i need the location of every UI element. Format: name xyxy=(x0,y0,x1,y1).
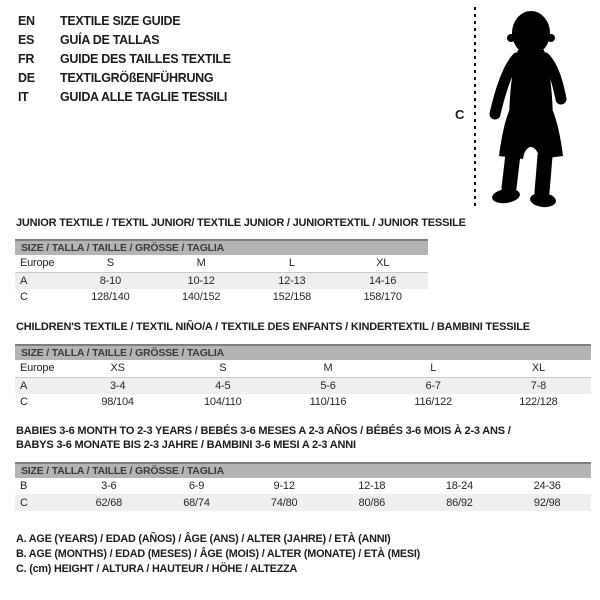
table-row: C 128/140 140/152 152/158 158/170 xyxy=(15,289,428,306)
size-cell: XS xyxy=(65,360,171,378)
height-cell: 128/140 xyxy=(91,291,130,303)
row-label: A xyxy=(15,377,65,394)
section-title-children: CHILDREN'S TEXTILE / TEXTIL NIÑO/A / TEX… xyxy=(16,321,530,333)
age-cell: 9-12 xyxy=(273,480,295,492)
height-cell: 86/92 xyxy=(415,494,504,511)
guide-title: TEXTILGRÖßENFÜHRUNG xyxy=(60,70,214,85)
list-item: ES GUÍA DE TALLAS xyxy=(18,30,231,49)
size-cell: XL xyxy=(485,360,591,378)
row-label: C xyxy=(20,291,28,303)
height-cell: 122/128 xyxy=(519,396,558,408)
list-item: FR GUIDE DES TAILLES TEXTILE xyxy=(18,49,231,68)
row-label: C xyxy=(15,494,65,511)
section-title-babies: BABIES 3-6 MONTH TO 2-3 YEARS / BEBÉS 3-… xyxy=(16,424,511,452)
size-cell: S xyxy=(65,255,156,273)
list-item: EN TEXTILE SIZE GUIDE xyxy=(18,11,231,30)
age-cell: 7-8 xyxy=(485,377,591,394)
section-title-line2: BABYS 3-6 MONATE BIS 2-3 JAHRE / BAMBINI… xyxy=(16,439,356,451)
language-title-list: EN TEXTILE SIZE GUIDE ES GUÍA DE TALLAS … xyxy=(18,11,231,106)
age-cell: 8-10 xyxy=(65,272,156,289)
guide-title: GUIDA ALLE TAGLIE TESSILI xyxy=(60,89,228,104)
guide-title: GUÍA DE TALLAS xyxy=(60,32,160,47)
note-age-years: A. AGE (YEARS) / EDAD (AÑOS) / ÂGE (ANS)… xyxy=(16,533,391,545)
table-row: A 8-10 10-12 12-13 14-16 xyxy=(15,272,428,289)
language-code: IT xyxy=(18,89,29,104)
size-header-bar: SIZE / TALLA / TAILLE / GRÖSSE / TAGLIA xyxy=(15,344,591,360)
height-cell: 110/116 xyxy=(309,396,347,408)
age-cell: 6-7 xyxy=(380,377,486,394)
table-row: C 62/68 68/74 74/80 80/86 86/92 92/98 xyxy=(15,494,591,511)
age-cell: 18-24 xyxy=(445,480,474,492)
row-label: B xyxy=(20,480,28,492)
height-cell: 98/104 xyxy=(101,396,134,408)
height-cell: 62/68 xyxy=(65,494,153,511)
height-cell: 104/110 xyxy=(204,396,242,408)
age-cell: 14-16 xyxy=(337,272,428,289)
note-height-cm: C. (cm) HEIGHT / ALTURA / HAUTEUR / HÖHE… xyxy=(16,563,298,575)
baby-silhouette-image xyxy=(489,11,567,208)
size-header-bar: SIZE / TALLA / TAILLE / GRÖSSE / TAGLIA xyxy=(15,239,428,255)
language-code: FR xyxy=(18,51,35,66)
row-label: Europe xyxy=(15,255,65,273)
height-cell: 74/80 xyxy=(240,494,328,511)
table-row: A 3-4 4-5 5-6 6-7 7-8 xyxy=(15,377,591,394)
note-age-months: B. AGE (MONTHS) / EDAD (MESES) / ÂGE (MO… xyxy=(16,548,421,560)
language-code: EN xyxy=(18,13,35,28)
table-row: Europe S M L XL xyxy=(15,255,428,273)
age-cell: 3-6 xyxy=(101,480,117,492)
babies-size-table: SIZE / TALLA / TAILLE / GRÖSSE / TAGLIA … xyxy=(15,462,591,511)
age-cell: 12-18 xyxy=(358,480,386,492)
height-cell: 140/152 xyxy=(181,291,221,303)
guide-title: GUIDE DES TAILLES TEXTILE xyxy=(60,51,231,66)
size-header-bar: SIZE / TALLA / TAILLE / GRÖSSE / TAGLIA xyxy=(15,462,591,478)
junior-size-table: SIZE / TALLA / TAILLE / GRÖSSE / TAGLIA … xyxy=(15,239,428,306)
height-cell: 68/74 xyxy=(152,494,241,511)
height-cell: 116/122 xyxy=(414,396,452,408)
height-dotted-line xyxy=(474,7,476,210)
table-row: C 98/104 104/110 110/116 116/122 122/128 xyxy=(15,394,591,411)
section-title-junior: JUNIOR TEXTILE / TEXTIL JUNIOR/ TEXTILE … xyxy=(16,217,466,229)
height-measure-label: C xyxy=(455,107,465,122)
age-cell: 24-36 xyxy=(533,480,561,492)
language-code: ES xyxy=(18,32,35,47)
legend-notes: A. AGE (YEARS) / EDAD (AÑOS) / ÂGE (ANS)… xyxy=(16,532,420,577)
table-row: Europe XS S M L XL xyxy=(15,360,591,378)
list-item: IT GUIDA ALLE TAGLIE TESSILI xyxy=(18,87,231,106)
height-cell: 92/98 xyxy=(503,494,591,511)
language-code: DE xyxy=(18,70,35,85)
list-item: DE TEXTILGRÖßENFÜHRUNG xyxy=(18,68,231,87)
size-cell: L xyxy=(380,360,486,378)
guide-title: TEXTILE SIZE GUIDE xyxy=(60,13,181,28)
section-title-line1: BABIES 3-6 MONTH TO 2-3 YEARS / BEBÉS 3-… xyxy=(16,425,511,437)
height-cell: 152/158 xyxy=(272,291,312,303)
age-cell: 5-6 xyxy=(275,377,381,394)
table-row: B 3-6 6-9 9-12 12-18 18-24 24-36 xyxy=(15,478,591,494)
row-label: Europe xyxy=(15,360,65,378)
size-cell: L xyxy=(246,255,338,273)
age-cell: 10-12 xyxy=(155,272,247,289)
size-cell: M xyxy=(155,255,247,273)
age-cell: 4-5 xyxy=(170,377,276,394)
children-size-table: SIZE / TALLA / TAILLE / GRÖSSE / TAGLIA … xyxy=(15,344,591,411)
row-label: A xyxy=(15,272,65,289)
size-cell: M xyxy=(275,360,381,378)
age-cell: 3-4 xyxy=(65,377,171,394)
height-cell: 80/86 xyxy=(327,494,416,511)
age-cell: 12-13 xyxy=(246,272,338,289)
size-cell: XL xyxy=(337,255,428,273)
row-label: C xyxy=(20,396,28,408)
age-cell: 6-9 xyxy=(188,480,205,492)
height-cell: 158/170 xyxy=(363,291,402,303)
size-cell: S xyxy=(170,360,276,378)
